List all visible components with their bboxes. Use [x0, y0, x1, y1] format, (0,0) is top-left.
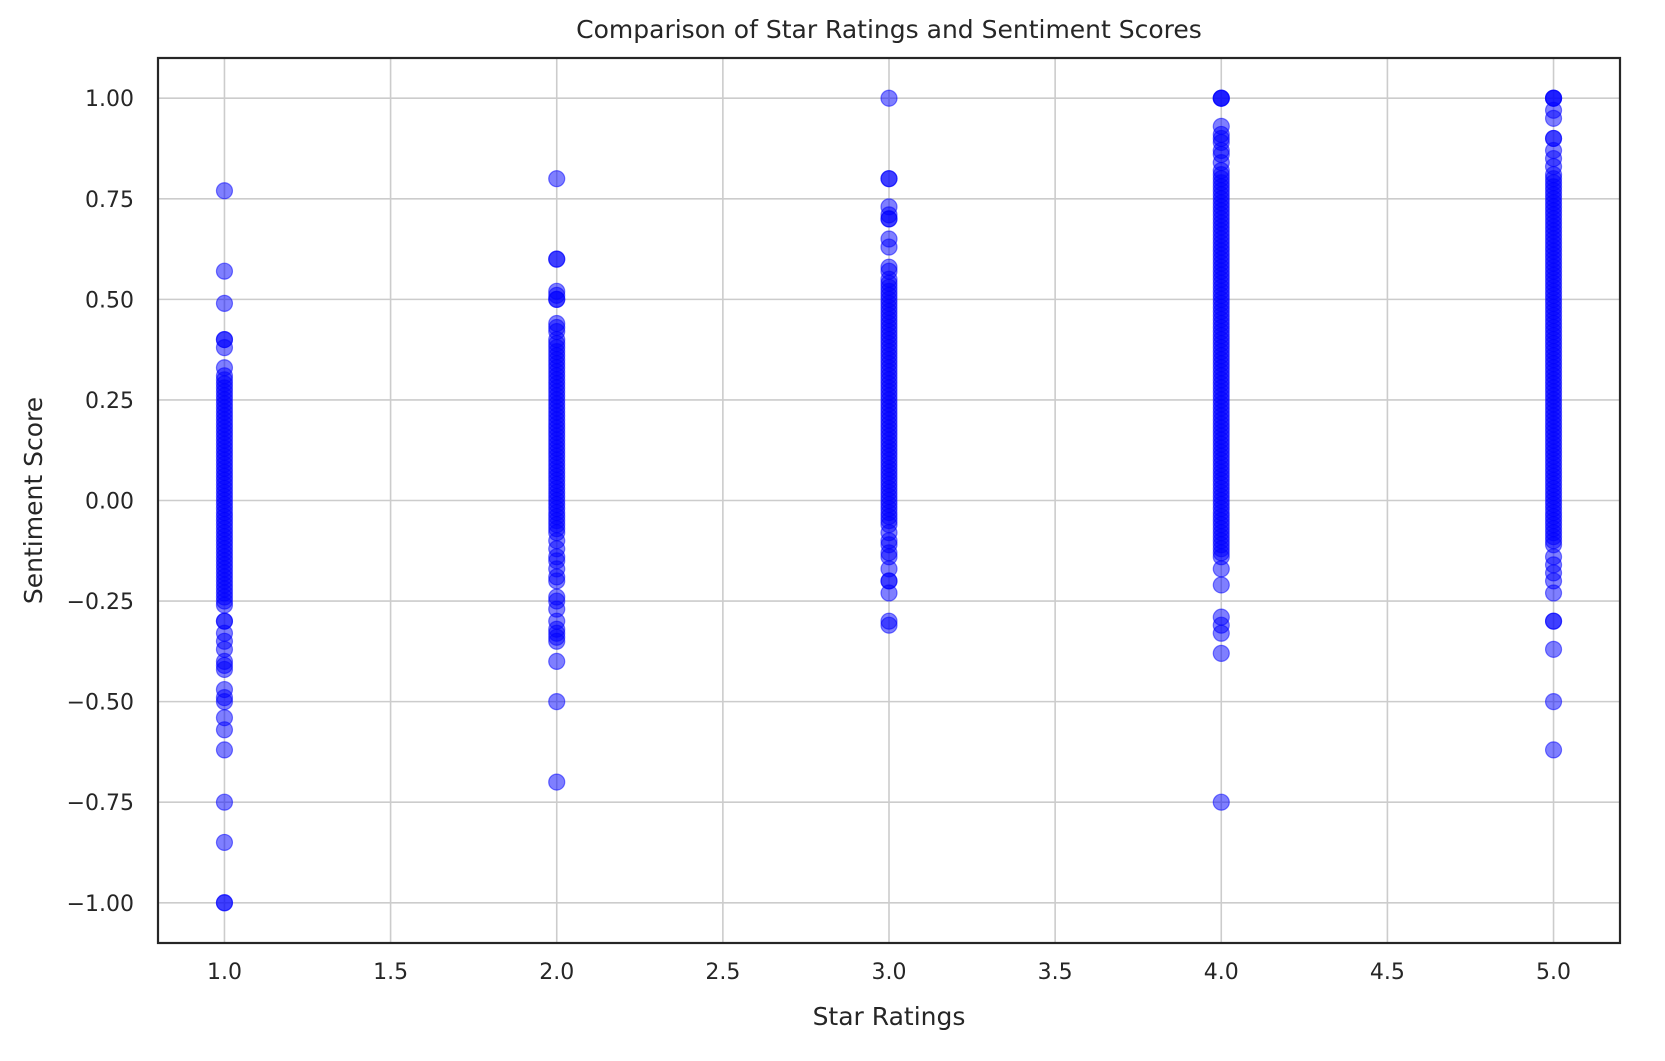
scatter-point — [1544, 109, 1563, 127]
x-tick-label: 3.5 — [1038, 960, 1073, 985]
scatter-point — [548, 250, 566, 268]
scatter-point — [548, 572, 566, 590]
scatter-point — [215, 262, 234, 280]
y-tick-label: −0.25 — [67, 590, 134, 615]
scatter-point — [1212, 793, 1230, 811]
y-tick-label: 0.75 — [85, 188, 134, 213]
x-tick-label: 4.0 — [1204, 960, 1239, 985]
scatter-point — [215, 182, 234, 200]
scatter-point — [880, 89, 898, 107]
scatter-point — [1544, 741, 1563, 759]
y-tick-label: −0.75 — [67, 791, 134, 816]
y-tick-label: 0.25 — [85, 389, 134, 414]
scatter-point — [548, 290, 566, 308]
chart-title: Comparison of Star Ratings and Sentiment… — [576, 15, 1202, 44]
x-tick-label: 5.0 — [1536, 960, 1571, 985]
scatter-point — [1544, 640, 1563, 658]
scatter-point — [880, 238, 898, 256]
scatter-point — [1544, 584, 1563, 602]
scatter-point — [880, 584, 898, 602]
scatter-point — [1212, 576, 1230, 594]
scatter-point — [548, 632, 566, 650]
scatter-point — [215, 721, 234, 739]
y-axis-label: Sentiment Score — [19, 397, 48, 604]
x-tick-label: 4.5 — [1370, 960, 1405, 985]
scatter-point — [215, 693, 234, 711]
scatter-point — [548, 693, 566, 711]
scatter-point — [215, 793, 234, 811]
y-tick-label: 0.00 — [85, 490, 134, 515]
scatter-point — [548, 170, 566, 188]
y-tick-label: −1.00 — [67, 892, 134, 917]
x-axis-label: Star Ratings — [813, 1002, 966, 1031]
scatter-point — [1544, 612, 1563, 630]
scatter-point — [215, 894, 234, 912]
scatter-point — [548, 652, 566, 671]
scatter-point — [880, 616, 898, 634]
scatter-point — [1212, 644, 1230, 662]
scatter-point — [1544, 693, 1563, 711]
plot-frame — [156, 56, 1622, 945]
scatter-point — [880, 210, 898, 228]
x-tick-label: 1.0 — [207, 960, 242, 985]
scatter-point — [215, 294, 234, 312]
scatter-point — [1212, 89, 1230, 107]
x-tick-label: 2.5 — [705, 960, 740, 985]
x-tick-label: 3.0 — [872, 960, 907, 985]
scatter-point — [548, 773, 566, 791]
x-tick-label: 1.5 — [373, 960, 408, 985]
scatter-point — [1212, 624, 1230, 642]
scatter-point — [215, 339, 234, 357]
y-tick-label: 0.50 — [85, 288, 134, 313]
scatter-point — [215, 833, 234, 852]
scatter-point — [215, 741, 234, 759]
axis-ticks: 1.0 1.5 2.0 2.5 3.0 3.5 4.0 4.5 5.0 1.00 0.75 0.50 0… — [67, 87, 1571, 985]
y-tick-label: 1.00 — [85, 87, 134, 112]
y-tick-label: −0.50 — [67, 691, 134, 716]
scatter-point — [215, 660, 234, 679]
scatter-point — [215, 596, 234, 614]
data-points — [215, 89, 1563, 912]
x-tick-label: 2.0 — [539, 960, 574, 985]
scatter-point — [1212, 560, 1230, 578]
scatter-point — [880, 170, 898, 188]
